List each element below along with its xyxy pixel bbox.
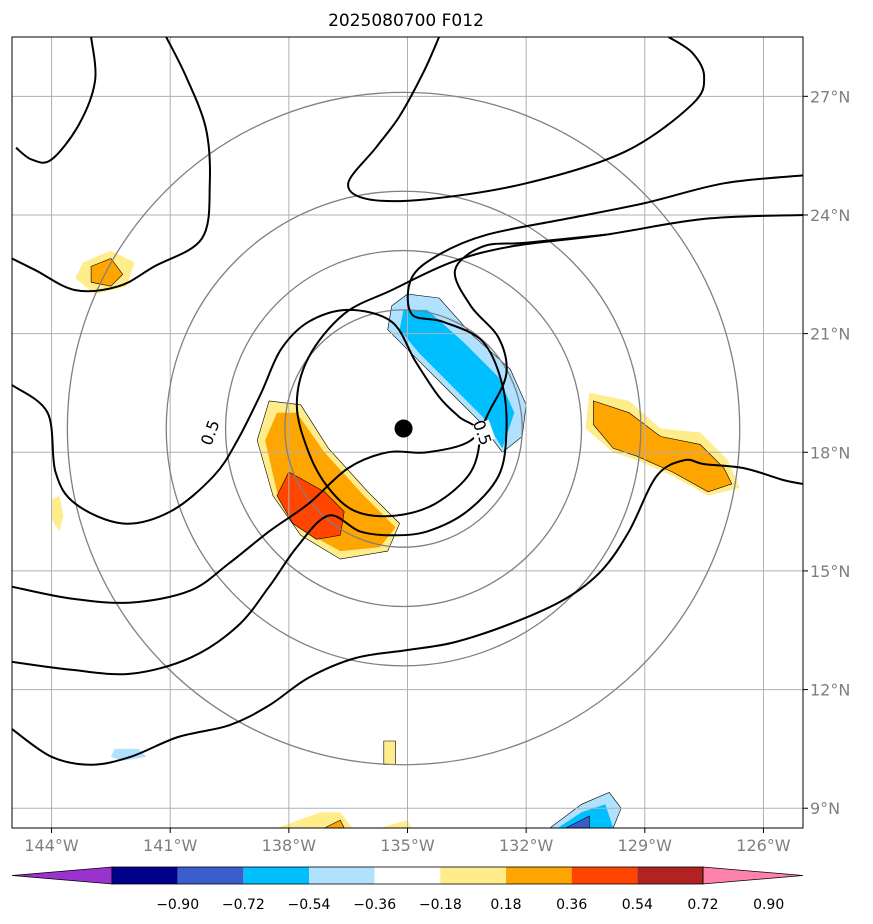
chart-title: 2025080700 F012: [328, 11, 484, 31]
shaded-region: [379, 820, 412, 828]
colorbar-tick-label: 0.90: [753, 897, 784, 913]
colorbar-segment: [637, 867, 703, 884]
range-rings: [66, 91, 741, 766]
colorbar-segment: [440, 867, 506, 884]
shaded-regions: [51, 250, 740, 828]
contour-line: [15, 37, 97, 164]
range-ring: [284, 309, 523, 548]
y-tick-label: 27°N: [810, 87, 850, 106]
colorbar-segment: [506, 867, 572, 884]
colorbar-segment: [374, 867, 441, 884]
colorbar-tick-label: 0.36: [556, 897, 587, 913]
contour-line: [12, 37, 211, 293]
y-axis-ticks: 9°N 12°N 15°N 18°N 21°N 24°N 27°N: [803, 87, 850, 818]
y-tick-label: 24°N: [810, 206, 850, 225]
gridlines: [12, 37, 803, 828]
colorbar-segment: [112, 867, 178, 884]
colorbar: −0.90 −0.72 −0.54 −0.36 −0.18 0.18 0.36 0.54 0.7…: [11, 866, 804, 913]
shaded-region: [110, 748, 147, 761]
colorbar-min-extend: [11, 866, 113, 885]
x-tick-label: 126°W: [736, 836, 791, 855]
x-tick-label: 129°W: [618, 836, 673, 855]
shaded-region: [565, 815, 590, 828]
colorbar-segment: [243, 867, 309, 884]
range-ring: [224, 249, 583, 608]
shaded-region: [557, 804, 614, 828]
contour-line: [12, 174, 803, 676]
x-tick-label: 132°W: [499, 836, 554, 855]
shaded-region: [276, 471, 345, 540]
colorbar-tick-label: −0.18: [419, 897, 462, 913]
colorbar-tick-label: 0.72: [687, 897, 718, 913]
contour-line: [347, 37, 706, 203]
black-contours: [12, 37, 803, 766]
contour-line: [12, 458, 803, 766]
x-axis-ticks: 144°W 141°W 138°W 135°W 132°W 129°W 126°W: [24, 828, 791, 855]
y-tick-label: 12°N: [810, 681, 850, 700]
colorbar-tick-label: 0.18: [490, 897, 521, 913]
y-tick-label: 9°N: [810, 799, 840, 818]
colorbar-tick-label: −0.90: [156, 897, 199, 913]
storm-center-marker: [394, 419, 413, 438]
shaded-region: [383, 740, 396, 766]
colorbar-segment: [309, 867, 375, 884]
shaded-region: [324, 819, 345, 828]
shaded-region: [399, 309, 515, 449]
colorbar-tick-label: −0.72: [222, 897, 265, 913]
colorbar-max-extend: [702, 866, 804, 885]
y-tick-label: 18°N: [810, 443, 850, 462]
x-tick-label: 135°W: [380, 836, 435, 855]
colorbar-tick-label: −0.54: [288, 897, 331, 913]
range-ring: [165, 190, 642, 667]
y-tick-label: 15°N: [810, 562, 850, 581]
plot-area: 0.5 0.5: [12, 37, 803, 828]
colorbar-segment: [571, 867, 638, 884]
colorbar-segment: [177, 867, 244, 884]
shaded-region: [51, 495, 64, 532]
x-tick-label: 141°W: [143, 836, 198, 855]
shaded-region: [593, 400, 733, 493]
shaded-region: [90, 258, 124, 287]
y-tick-label: 21°N: [810, 325, 850, 344]
contour-line: [12, 233, 606, 604]
range-ring: [66, 91, 741, 766]
colorbar-tick-label: −0.36: [353, 897, 396, 913]
x-tick-label: 144°W: [24, 836, 79, 855]
colorbar-tick-label: 0.54: [622, 897, 653, 913]
x-tick-label: 138°W: [262, 836, 317, 855]
